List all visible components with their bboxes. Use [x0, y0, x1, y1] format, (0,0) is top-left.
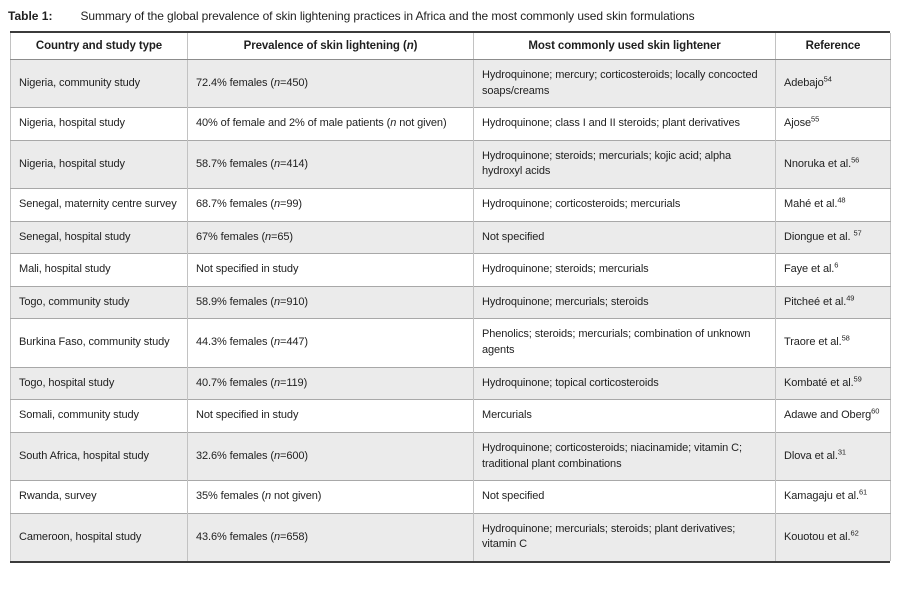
- cell-prevalence: 35% females (n not given): [187, 480, 474, 514]
- cell-prevalence: 43.6% females (n=658): [187, 512, 474, 561]
- cell-country: Togo, hospital study: [10, 366, 188, 400]
- cell-reference: Nnoruka et al.56: [775, 139, 891, 189]
- cell-lightener: Not specified: [473, 480, 776, 514]
- cell-reference: Adawe and Oberg60: [775, 399, 891, 433]
- cell-prevalence: Not specified in study: [187, 253, 474, 287]
- cell-reference: Kombaté et al.59: [775, 366, 891, 400]
- table-row: Togo, community study 58.9% females (n=91…: [10, 285, 891, 319]
- column-header-2: Most commonly used skin lightener: [473, 33, 776, 60]
- cell-country: Togo, community study: [10, 285, 188, 319]
- column-header-0: Country and study type: [10, 33, 188, 60]
- cell-lightener: Hydroquinone; class I and II steroids; p…: [473, 107, 776, 141]
- cell-country: Rwanda, survey: [10, 480, 188, 514]
- cell-lightener: Hydroquinone; mercurials; steroids; plan…: [473, 512, 776, 561]
- cell-lightener: Hydroquinone; corticosteroids; niacinami…: [473, 431, 776, 481]
- prevalence-table: Country and study type Prevalence of skin…: [10, 33, 891, 561]
- table-row: Senegal, maternity centre survey 68.7% fe…: [10, 188, 891, 222]
- cell-reference: Mahé et al.48: [775, 188, 891, 222]
- cell-reference: Kamagaju et al.61: [775, 480, 891, 514]
- cell-lightener: Hydroquinone; steroids; mercurials: [473, 253, 776, 287]
- cell-lightener: Hydroquinone; corticosteroids; mercurial…: [473, 188, 776, 222]
- cell-prevalence: 58.7% females (n=414): [187, 139, 474, 189]
- table-row: Nigeria, hospital study 58.7% females (n=…: [10, 139, 891, 189]
- cell-country: Senegal, maternity centre survey: [10, 188, 188, 222]
- cell-country: Nigeria, hospital study: [10, 107, 188, 141]
- table-row: Burkina Faso, community study 44.3% femal…: [10, 318, 891, 368]
- cell-prevalence: 44.3% females (n=447): [187, 318, 474, 368]
- cell-reference: Dlova et al.31: [775, 431, 891, 481]
- cell-lightener: Phenolics; steroids; mercurials; combina…: [473, 318, 776, 368]
- cell-reference: Faye et al.6: [775, 253, 891, 287]
- cell-prevalence: 40.7% females (n=119): [187, 366, 474, 400]
- table-header-row: Country and study type Prevalence of skin…: [10, 33, 891, 60]
- table-caption-label: Table 1:: [8, 9, 53, 23]
- cell-prevalence: 58.9% females (n=910): [187, 285, 474, 319]
- table-caption-text: Summary of the global prevalence of skin…: [80, 9, 695, 23]
- cell-country: Nigeria, hospital study: [10, 139, 188, 189]
- cell-country: Senegal, hospital study: [10, 220, 188, 254]
- cell-reference: Adebajo54: [775, 59, 891, 108]
- cell-reference: Pitcheé et al.49: [775, 285, 891, 319]
- cell-country: Mali, hospital study: [10, 253, 188, 287]
- cell-prevalence: 32.6% females (n=600): [187, 431, 474, 481]
- cell-country: Nigeria, community study: [10, 59, 188, 108]
- table-row: South Africa, hospital study 32.6% female…: [10, 431, 891, 481]
- cell-reference: Kouotou et al.62: [775, 512, 891, 561]
- cell-prevalence: 40% of female and 2% of male patients (n…: [187, 107, 474, 141]
- cell-prevalence: 72.4% females (n=450): [187, 59, 474, 108]
- table-row: Cameroon, hospital study 43.6% females (n…: [10, 512, 891, 561]
- table-row: Rwanda, survey 35% females (n not given) N…: [10, 480, 891, 514]
- table-caption: Table 1: Summary of the global prevalenc…: [0, 0, 900, 31]
- cell-lightener: Hydroquinone; mercurials; steroids: [473, 285, 776, 319]
- cell-lightener: Hydroquinone; topical corticosteroids: [473, 366, 776, 400]
- cell-country: South Africa, hospital study: [10, 431, 188, 481]
- cell-reference: Traore et al.58: [775, 318, 891, 368]
- table-container: Country and study type Prevalence of skin…: [10, 31, 891, 563]
- cell-reference: Ajose55: [775, 107, 891, 141]
- table-row: Mali, hospital study Not specified in stu…: [10, 253, 891, 287]
- cell-prevalence: Not specified in study: [187, 399, 474, 433]
- table-row: Nigeria, community study 72.4% females (n…: [10, 59, 891, 108]
- cell-prevalence: 67% females (n=65): [187, 220, 474, 254]
- column-header-3: Reference: [775, 33, 891, 60]
- cell-prevalence: 68.7% females (n=99): [187, 188, 474, 222]
- cell-country: Somali, community study: [10, 399, 188, 433]
- cell-lightener: Mercurials: [473, 399, 776, 433]
- cell-lightener: Not specified: [473, 220, 776, 254]
- column-header-1: Prevalence of skin lightening (n): [187, 33, 474, 60]
- table-row: Togo, hospital study 40.7% females (n=119…: [10, 366, 891, 400]
- table-row: Somali, community study Not specified in …: [10, 399, 891, 433]
- cell-country: Cameroon, hospital study: [10, 512, 188, 561]
- cell-lightener: Hydroquinone; steroids; mercurials; koji…: [473, 139, 776, 189]
- table-row: Senegal, hospital study 67% females (n=65…: [10, 220, 891, 254]
- cell-lightener: Hydroquinone; mercury; corticosteroids; …: [473, 59, 776, 108]
- table-row: Nigeria, hospital study 40% of female and…: [10, 107, 891, 141]
- cell-reference: Diongue et al. 57: [775, 220, 891, 254]
- cell-country: Burkina Faso, community study: [10, 318, 188, 368]
